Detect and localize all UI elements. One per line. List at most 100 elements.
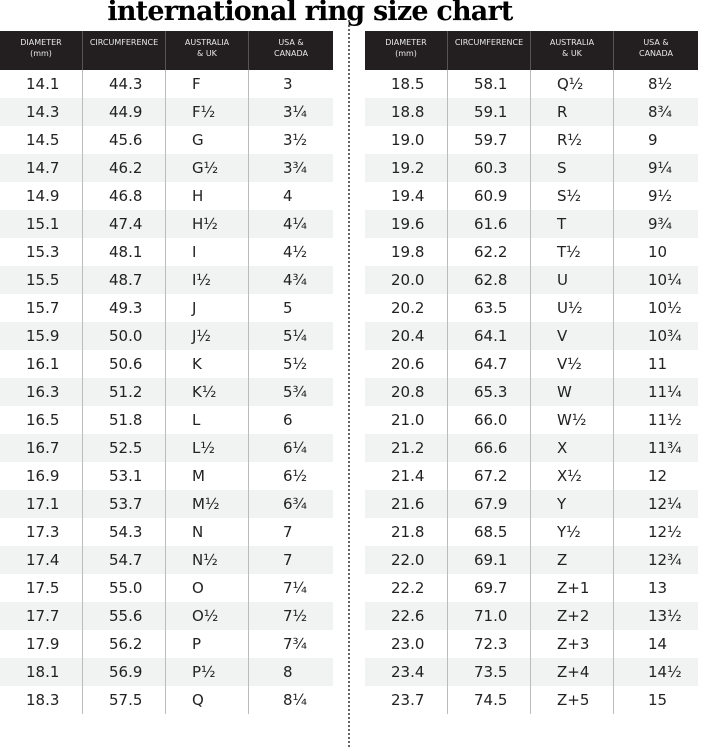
circumference-cell: 65.3 <box>448 378 531 406</box>
usa-canada-cell: 3 <box>283 75 293 93</box>
circumference-cell: 71.0 <box>448 602 531 630</box>
usa-canada-cell: 8¾ <box>648 103 673 121</box>
diameter-cell: 22.6 <box>365 602 448 630</box>
australia-uk-cell: Y½ <box>531 518 614 546</box>
diameter-cell: 20.8 <box>365 378 448 406</box>
diameter-cell: 16.1 <box>0 350 83 378</box>
table-row: 15.7 49.3 J 5 <box>0 294 333 322</box>
ring-size-table-right: DIAMETER (mm) CIRCUMFERENCE AUSTRALIA & … <box>365 31 698 714</box>
diameter-cell: 21.4 <box>365 462 448 490</box>
diameter-cell: 21.8 <box>365 518 448 546</box>
diameter-cell: 23.7 <box>365 686 448 714</box>
table-row: 14.9 46.8 H 4 <box>0 182 333 210</box>
table-row: 19.8 62.2 T½ 10 <box>365 238 698 266</box>
australia-uk-cell: R <box>531 98 614 126</box>
circumference-cell: 69.7 <box>448 574 531 602</box>
table-row: 23.0 72.3 Z+3 14 <box>365 630 698 658</box>
table-row: 23.4 73.5 Z+4 14½ <box>365 658 698 686</box>
usa-canada-cell: 4½ <box>283 243 308 261</box>
australia-uk-cell: X½ <box>531 462 614 490</box>
australia-uk-cell: H½ <box>166 210 249 238</box>
diameter-cell: 17.7 <box>0 602 83 630</box>
usa-canada-cell: 8 <box>283 663 293 681</box>
table-row: 22.0 69.1 Z 12¾ <box>365 546 698 574</box>
circumference-cell: 52.5 <box>83 434 166 462</box>
usa-canada-cell: 4 <box>283 187 293 205</box>
australia-uk-cell: K <box>166 350 249 378</box>
australia-uk-cell: Q½ <box>531 70 614 98</box>
diameter-cell: 23.4 <box>365 658 448 686</box>
table-row: 15.5 48.7 I½ 4¾ <box>0 266 333 294</box>
usa-canada-cell: 4¼ <box>283 215 308 233</box>
circumference-cell: 48.7 <box>83 266 166 294</box>
diameter-cell: 14.9 <box>0 182 83 210</box>
usa-canada-cell: 10 <box>648 243 668 261</box>
table-header: DIAMETER (mm) CIRCUMFERENCE AUSTRALIA & … <box>0 31 333 70</box>
diameter-cell: 15.9 <box>0 322 83 350</box>
usa-canada-cell: 6¼ <box>283 439 308 457</box>
usa-canada-cell: 7¾ <box>283 635 308 653</box>
circumference-cell: 53.1 <box>83 462 166 490</box>
australia-uk-cell: G½ <box>166 154 249 182</box>
ring-size-table-left: DIAMETER (mm) CIRCUMFERENCE AUSTRALIA & … <box>0 31 333 714</box>
australia-uk-cell: O½ <box>166 602 249 630</box>
table-row: 16.1 50.6 K 5½ <box>0 350 333 378</box>
table-row: 23.7 74.5 Z+5 15 <box>365 686 698 714</box>
circumference-cell: 67.9 <box>448 490 531 518</box>
diameter-cell: 22.2 <box>365 574 448 602</box>
australia-uk-cell: Y <box>531 490 614 518</box>
usa-canada-cell: 7 <box>283 551 293 569</box>
australia-uk-cell: Z+5 <box>531 686 614 714</box>
usa-canada-cell: 3¼ <box>283 103 308 121</box>
table-row: 22.2 69.7 Z+1 13 <box>365 574 698 602</box>
header-circumference: CIRCUMFERENCE <box>448 31 531 70</box>
circumference-cell: 48.1 <box>83 238 166 266</box>
table-row: 15.9 50.0 J½ 5¼ <box>0 322 333 350</box>
table-row: 15.1 47.4 H½ 4¼ <box>0 210 333 238</box>
circumference-cell: 60.3 <box>448 154 531 182</box>
table-row: 14.3 44.9 F½ 3¼ <box>0 98 333 126</box>
australia-uk-cell: V½ <box>531 350 614 378</box>
table-row: 22.6 71.0 Z+2 13½ <box>365 602 698 630</box>
circumference-cell: 44.3 <box>83 70 166 98</box>
australia-uk-cell: M½ <box>166 490 249 518</box>
usa-canada-cell: 5 <box>283 299 293 317</box>
australia-uk-cell: T½ <box>531 238 614 266</box>
diameter-cell: 22.0 <box>365 546 448 574</box>
australia-uk-cell: F½ <box>166 98 249 126</box>
australia-uk-cell: W½ <box>531 406 614 434</box>
usa-canada-cell: 13½ <box>648 607 682 625</box>
circumference-cell: 60.9 <box>448 182 531 210</box>
usa-canada-cell: 14½ <box>648 663 682 681</box>
table-row: 15.3 48.1 I 4½ <box>0 238 333 266</box>
australia-uk-cell: X <box>531 434 614 462</box>
usa-canada-cell: 7¼ <box>283 579 308 597</box>
diameter-cell: 17.3 <box>0 518 83 546</box>
table-row: 16.7 52.5 L½ 6¼ <box>0 434 333 462</box>
australia-uk-cell: N <box>166 518 249 546</box>
australia-uk-cell: F <box>166 70 249 98</box>
circumference-cell: 49.3 <box>83 294 166 322</box>
table-row: 14.7 46.2 G½ 3¾ <box>0 154 333 182</box>
table-row: 19.6 61.6 T 9¾ <box>365 210 698 238</box>
diameter-cell: 17.5 <box>0 574 83 602</box>
table-row: 18.8 59.1 R 8¾ <box>365 98 698 126</box>
diameter-cell: 16.7 <box>0 434 83 462</box>
table-row: 20.2 63.5 U½ 10½ <box>365 294 698 322</box>
table-row: 14.5 45.6 G 3½ <box>0 126 333 154</box>
header-usa-canada: USA & CANADA <box>273 38 308 58</box>
circumference-cell: 57.5 <box>83 686 166 714</box>
diameter-cell: 15.5 <box>0 266 83 294</box>
table-row: 21.6 67.9 Y 12¼ <box>365 490 698 518</box>
table-row: 17.9 56.2 P 7¾ <box>0 630 333 658</box>
table-row: 16.3 51.2 K½ 5¾ <box>0 378 333 406</box>
table-row: 21.4 67.2 X½ 12 <box>365 462 698 490</box>
circumference-cell: 45.6 <box>83 126 166 154</box>
table-row: 17.4 54.7 N½ 7 <box>0 546 333 574</box>
usa-canada-cell: 6¾ <box>283 495 308 513</box>
table-row: 21.2 66.6 X 11¾ <box>365 434 698 462</box>
circumference-cell: 64.1 <box>448 322 531 350</box>
page-title: international ring size chart <box>107 0 513 27</box>
australia-uk-cell: S½ <box>531 182 614 210</box>
table-row: 19.4 60.9 S½ 9½ <box>365 182 698 210</box>
